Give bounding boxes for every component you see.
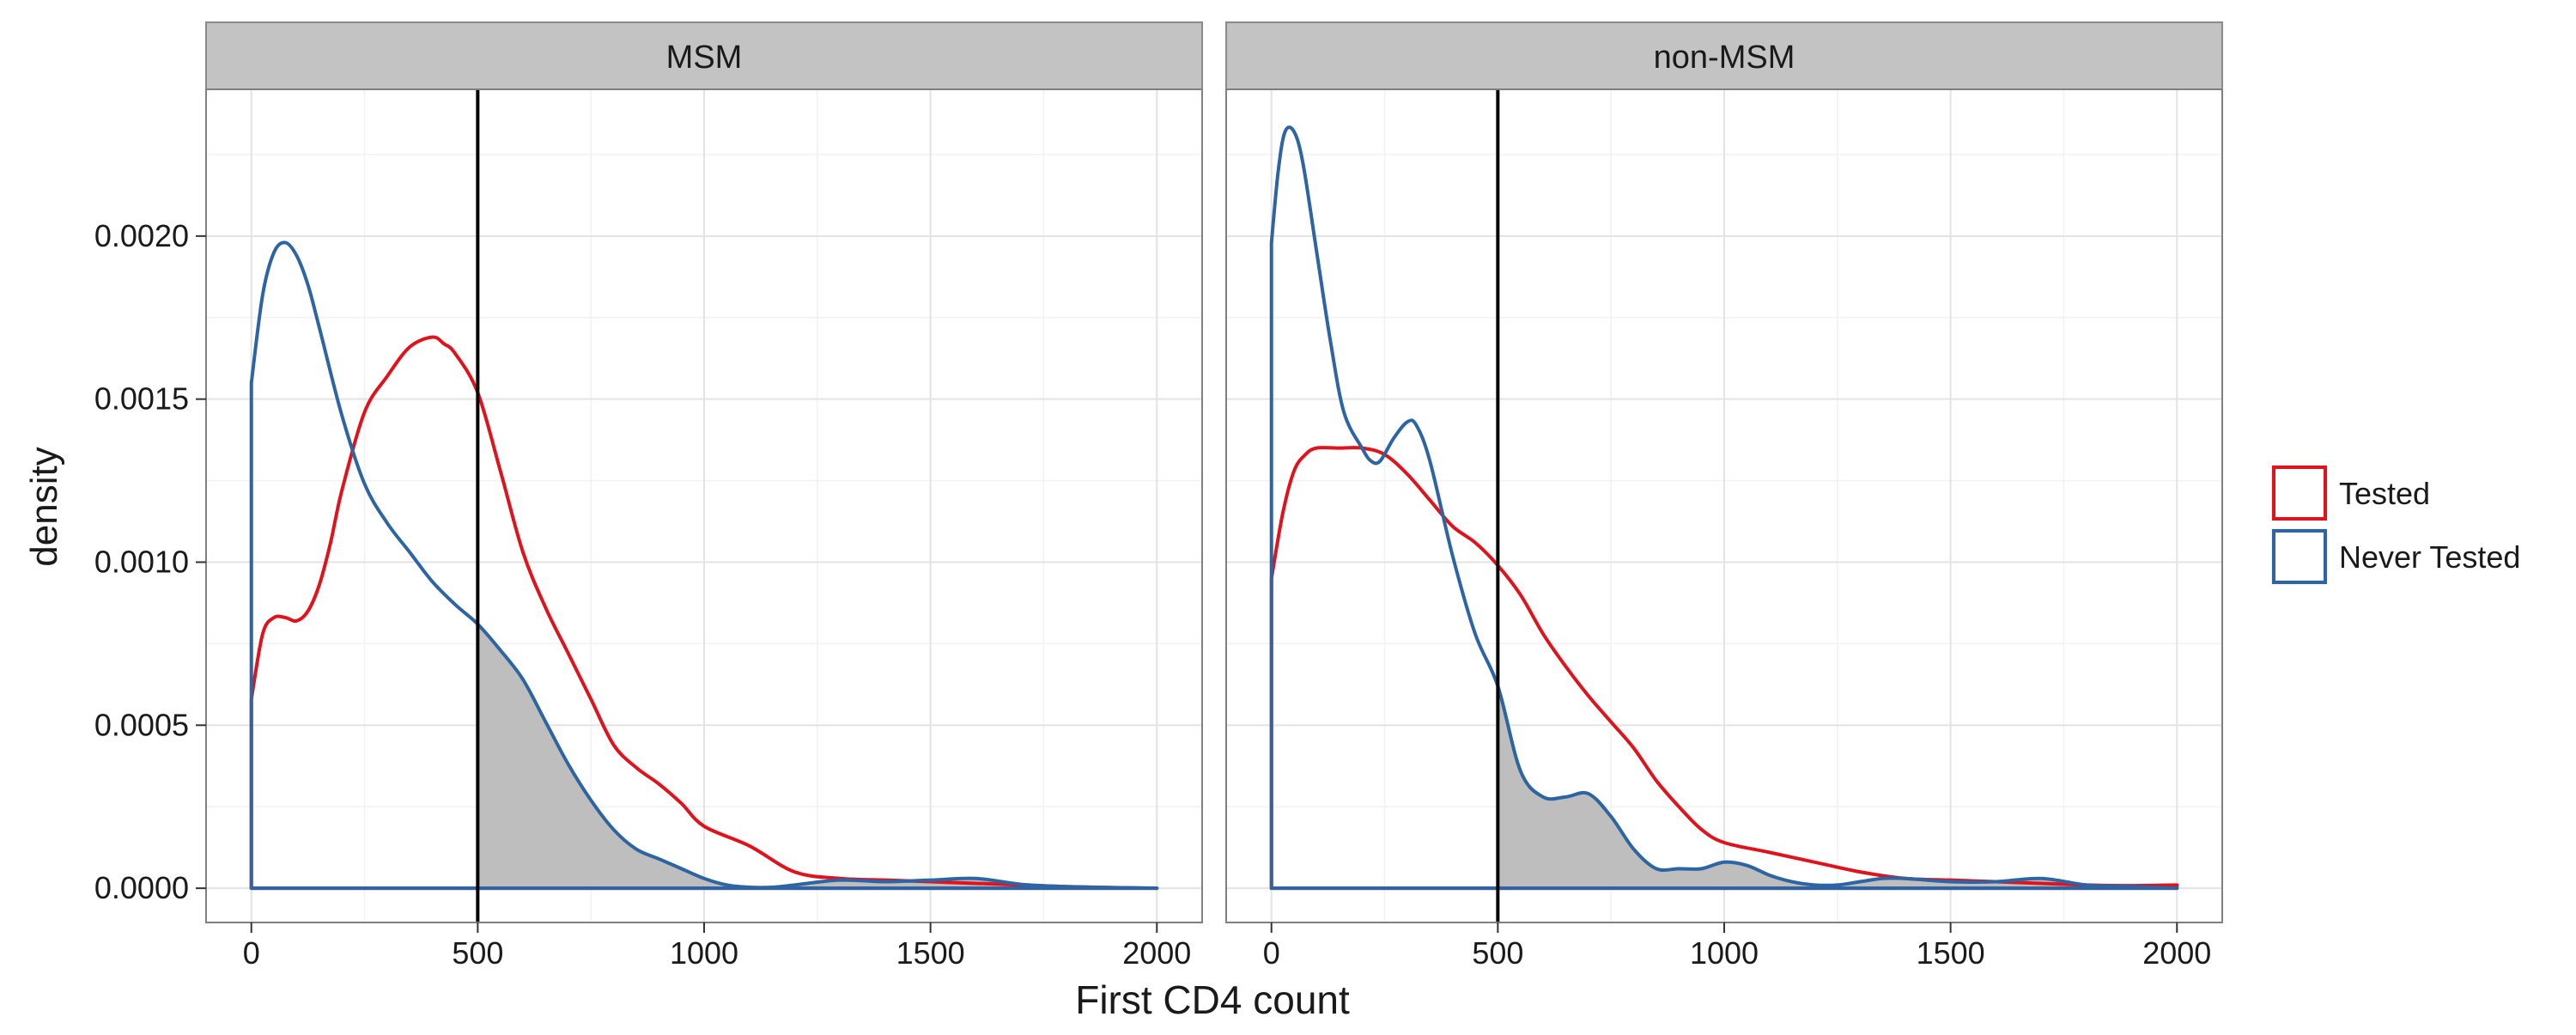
- legend-key-tested: [2269, 463, 2330, 523]
- x-tick-label: 500: [1472, 935, 1523, 971]
- density-line-never-tested: [1269, 125, 2179, 891]
- x-tick-label: 1500: [896, 935, 965, 971]
- legend-swatch: [2272, 466, 2327, 521]
- y-axis-title: density: [23, 447, 65, 566]
- legend-swatch: [2272, 529, 2327, 584]
- y-tick-label: 0.0000: [94, 870, 189, 905]
- facet-label: non-MSM: [1654, 40, 1795, 76]
- legend-label: Never Tested: [2339, 539, 2520, 575]
- shaded-area: [1498, 685, 2178, 889]
- legend-label: Tested: [2339, 476, 2430, 511]
- x-tick-label: 2000: [1122, 935, 1191, 971]
- x-tick-label: 0: [243, 935, 260, 971]
- x-tick-label: 1000: [1690, 935, 1759, 971]
- panel-non-msm: non-MSM 0 500 1000 1500 2000: [1225, 21, 2223, 971]
- y-tick-label: 0.0020: [94, 218, 189, 253]
- facet-strip: [1225, 21, 2223, 90]
- legend: Tested Never Tested: [2269, 463, 2520, 587]
- x-tick-label: 0: [1263, 935, 1280, 971]
- y-tick-label: 0.0005: [94, 707, 189, 742]
- x-axis-title: First CD4 count: [1075, 977, 1350, 1022]
- facet-label: MSM: [666, 40, 743, 76]
- panel-msm: MSM 0 500 1000 1500 2000 0.0000 0.0005 0.0010 0.0…: [94, 21, 1203, 971]
- legend-key-never-tested: [2269, 527, 2330, 587]
- density-line-never-tested: [249, 240, 1159, 891]
- y-tick-label: 0.0010: [94, 544, 189, 579]
- x-tick-label: 2000: [2142, 935, 2211, 971]
- y-tick-label: 0.0015: [94, 381, 189, 417]
- x-tick-label: 500: [452, 935, 503, 971]
- facet-strip: [205, 21, 1203, 90]
- x-tick-label: 1000: [670, 935, 738, 971]
- x-tick-label: 1500: [1917, 935, 1985, 971]
- shaded-area: [477, 624, 1157, 889]
